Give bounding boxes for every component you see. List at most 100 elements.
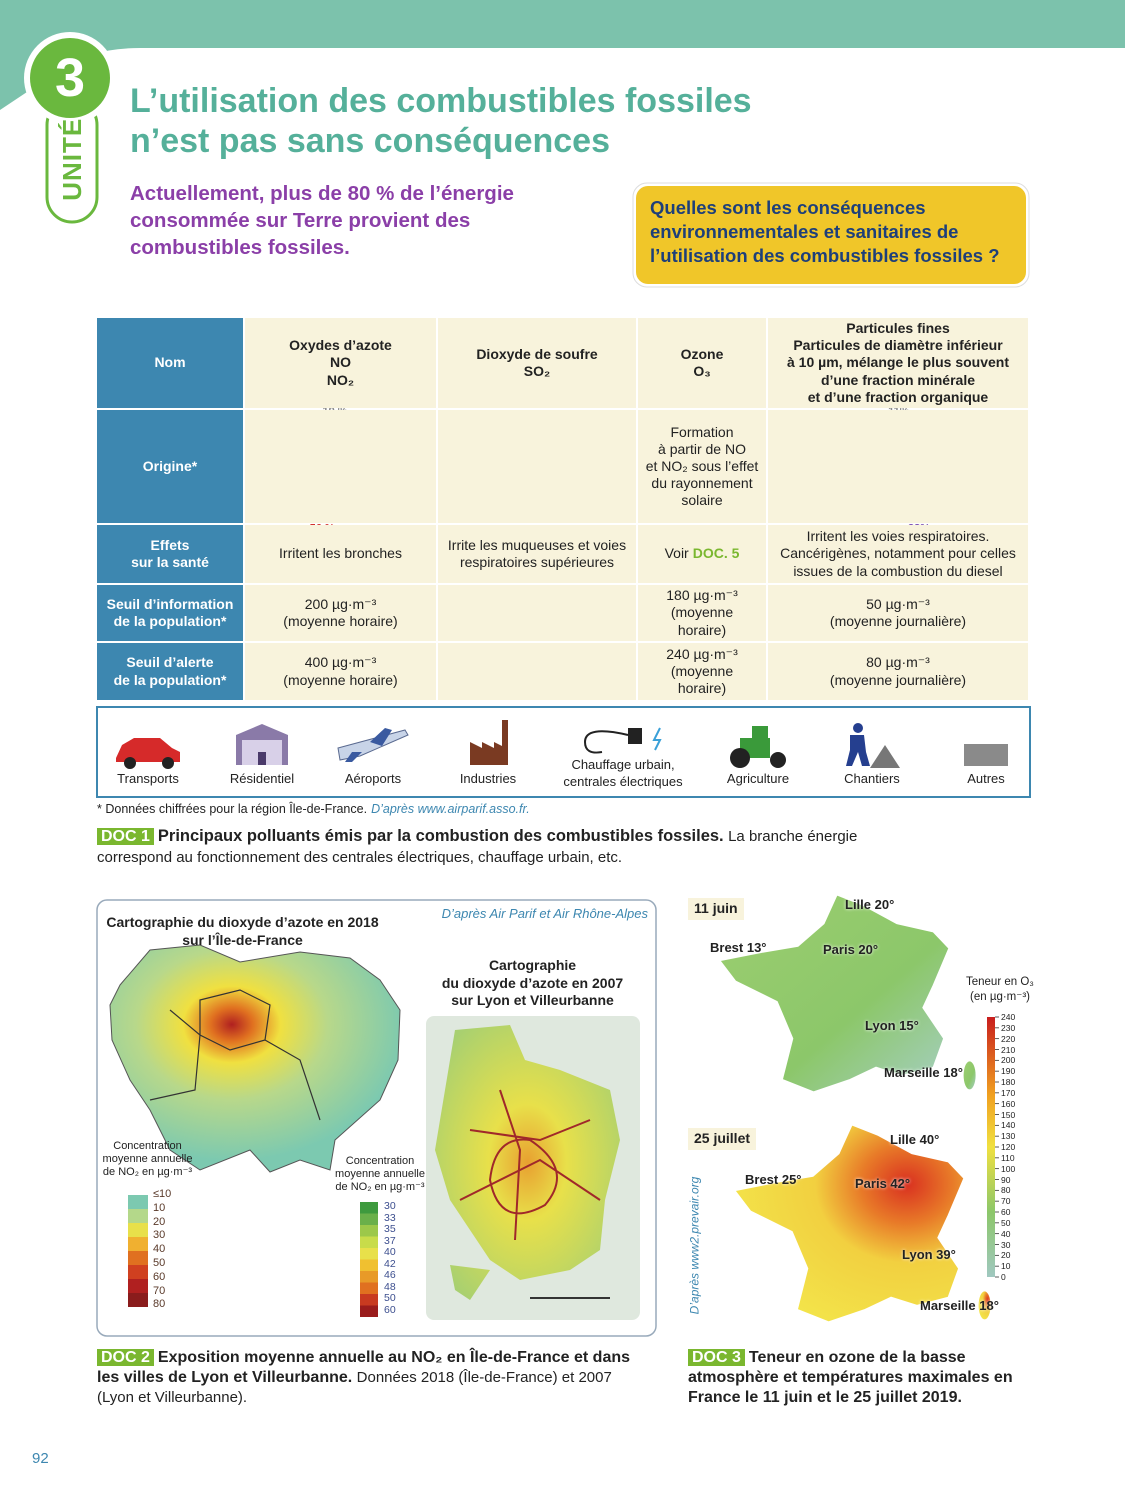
scale-swatch	[360, 1282, 378, 1294]
legend-label: Aéroports	[344, 771, 402, 786]
city-label: Brest 25°	[745, 1172, 802, 1187]
caption-title: Exposition moyenne annuelle au NO₂ en Îl…	[97, 1349, 631, 1386]
scale-tick-label: 60	[1001, 1207, 1011, 1217]
table-cell: Voir DOC. 5	[638, 525, 766, 583]
legend-label: Chauffage urbain, centrales électriques	[563, 757, 683, 789]
scale-label: 70	[153, 1284, 166, 1297]
doc2-caption: DOC 2 Exposition moyenne annuelle au NO₂ …	[97, 1348, 647, 1408]
scale-tick-label: 50	[1001, 1217, 1011, 1228]
table-cell: Formation à partir de NO et NO₂ sous l’e…	[638, 410, 766, 523]
empty-cell	[438, 585, 636, 641]
scale-tick-label: 170	[1001, 1087, 1016, 1098]
scale-label: 20	[153, 1215, 166, 1228]
scale-tick-label: 10	[1001, 1261, 1011, 1272]
table-cell: Irritent les bronches	[245, 525, 436, 583]
scale-tick-label: 30	[1001, 1239, 1011, 1250]
footnote-source: D’après www.airparif.asso.fr.	[371, 802, 530, 816]
city-label: Marseille 18°	[884, 1065, 963, 1080]
map-date: 11 juin	[688, 898, 744, 920]
map-title: Cartographie du dioxyde d’azote en 2007 …	[441, 957, 624, 1008]
scale-title: Concentration moyenne annuelle de NO₂ en…	[335, 1155, 425, 1193]
scale-tick-label: 190	[1001, 1066, 1016, 1077]
scale-swatch	[360, 1259, 378, 1271]
table-cell: Dioxyde de soufre SO₂	[438, 318, 636, 408]
scale-tick-label: 150	[1001, 1109, 1016, 1120]
city-label: Brest 13°	[710, 940, 767, 955]
scale-tick-label: 0	[1001, 1272, 1006, 1282]
scale-swatch	[360, 1271, 378, 1283]
table-cell	[245, 410, 436, 523]
scale-swatch	[128, 1293, 148, 1307]
scale-label: ≤10	[153, 1188, 172, 1200]
scale-swatch	[360, 1248, 378, 1260]
map-title: Cartographie du dioxyde d’azote en 2018 …	[106, 914, 379, 948]
row-header: Seuil d’information de la population*	[97, 585, 243, 641]
table-cell: 80 µg·m⁻³ (moyenne journalière)	[768, 643, 1028, 700]
scale-label: 33	[384, 1211, 396, 1224]
scale-swatch	[128, 1209, 148, 1223]
scale-label: 60	[153, 1270, 166, 1283]
scale-title: Teneur en O₃ (en µg·m⁻³)	[966, 976, 1034, 1003]
scale-swatch	[128, 1195, 148, 1209]
question-box	[636, 186, 1026, 284]
scale-swatch	[360, 1202, 378, 1214]
scale-swatch	[128, 1223, 148, 1237]
doc-tag: DOC 1	[97, 828, 154, 845]
scale-label: 10	[153, 1201, 166, 1214]
scale-label: 50	[153, 1257, 166, 1269]
title: L’utilisation des combustibles fossiles	[130, 82, 752, 120]
scale-tick-label: 200	[1001, 1055, 1016, 1066]
scale-label: 50	[384, 1292, 396, 1304]
row-header: Effets sur la santé	[97, 525, 243, 583]
legend-label: Chantiers	[844, 771, 900, 786]
doc3-caption: DOC 3 Teneur en ozone de la basse atmosph…	[688, 1348, 1028, 1408]
city-label: Paris 20°	[823, 942, 879, 957]
legend-label: Autres	[967, 771, 1005, 786]
intro: Actuellement, plus de 80 % de l’énergie …	[130, 182, 514, 259]
scale-label: 42	[384, 1257, 396, 1270]
scale-swatch	[128, 1251, 148, 1265]
scale-tick-label: 160	[1001, 1098, 1016, 1109]
scale-swatch	[128, 1279, 148, 1293]
scale-label: 40	[384, 1246, 396, 1258]
scale-tick-label: 140	[1001, 1120, 1016, 1131]
idf-map	[109, 944, 401, 1173]
city-label: Paris 42°	[855, 1176, 911, 1191]
table-cell: Irritent les voies respiratoires. Cancér…	[768, 525, 1028, 583]
table-cell: Oxydes d’azote NO NO₂	[245, 318, 436, 408]
scale-tick-label: 120	[1001, 1142, 1016, 1152]
source: D’après www2.prevair.org	[687, 1176, 702, 1315]
legend-label: Agriculture	[726, 771, 790, 786]
scale-swatch	[128, 1265, 148, 1279]
scale-tick-label: 100	[1001, 1163, 1016, 1174]
doc-ref: DOC. 5	[692, 545, 740, 562]
france-maps	[719, 894, 991, 1323]
corsica	[978, 1291, 991, 1320]
scale-title: Concentration moyenne annuelle de NO₂ en…	[102, 1140, 193, 1178]
cell-text: Voir	[664, 545, 689, 562]
city-label: Marseille 18°	[920, 1298, 999, 1313]
table-cell: 50 µg·m⁻³ (moyenne journalière)	[768, 585, 1028, 641]
caption-title: Principaux polluants émis par la combust…	[157, 827, 724, 845]
scale-label: 48	[384, 1280, 396, 1293]
scale-tick-label: 70	[1001, 1196, 1011, 1207]
caption-text: La branche énergie correspond au fonctio…	[97, 828, 858, 866]
scale-swatch	[360, 1294, 378, 1306]
scale-label: 80	[153, 1298, 166, 1311]
row-header: Origine*	[97, 410, 243, 523]
table-cell	[768, 410, 1028, 523]
scale-swatch	[360, 1213, 378, 1225]
scale-label: 60	[384, 1303, 396, 1316]
row-header: Nom	[97, 318, 243, 408]
title: n’est pas sans conséquences	[130, 122, 610, 160]
unit-label: UNITÉ	[56, 117, 87, 201]
scale-tick-label: 210	[1001, 1044, 1016, 1055]
table-cell: 180 µg·m⁻³ (moyenne horaire)	[638, 585, 766, 641]
empty-cell	[438, 643, 636, 700]
scale-label: 37	[384, 1234, 396, 1247]
scale-tick-label: 130	[1001, 1131, 1016, 1142]
city-label: Lille 40°	[890, 1132, 940, 1147]
doc-tag: DOC 3	[688, 1349, 745, 1366]
france-map	[719, 894, 950, 1093]
